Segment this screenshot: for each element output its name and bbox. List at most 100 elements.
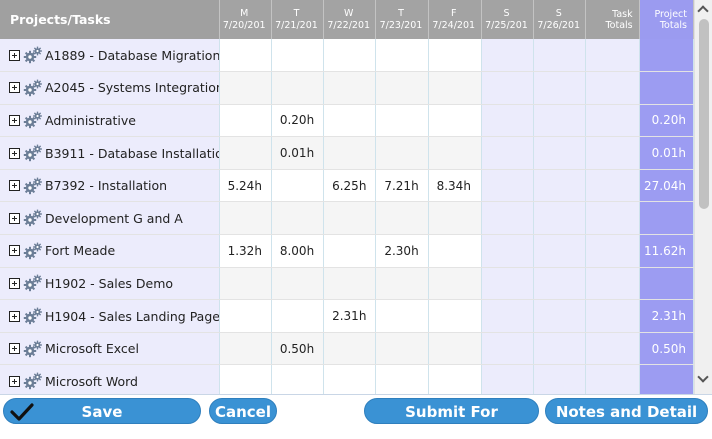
- hours-cell[interactable]: [323, 104, 377, 138]
- hours-cell[interactable]: [481, 364, 535, 394]
- expand-plus-icon[interactable]: [9, 212, 20, 224]
- hours-cell[interactable]: [481, 267, 535, 301]
- hours-cell[interactable]: [323, 364, 377, 394]
- hours-cell[interactable]: [481, 299, 535, 333]
- expand-plus-icon[interactable]: [9, 49, 20, 61]
- hours-cell[interactable]: [271, 267, 325, 301]
- hours-cell[interactable]: [271, 39, 325, 73]
- hours-cell[interactable]: [219, 364, 272, 394]
- hours-cell[interactable]: [323, 332, 377, 366]
- hours-cell[interactable]: [219, 267, 272, 301]
- hours-cell[interactable]: [323, 136, 377, 170]
- hours-cell[interactable]: [533, 136, 587, 170]
- expand-plus-icon[interactable]: [9, 180, 20, 192]
- expand-plus-icon[interactable]: [9, 114, 20, 126]
- hours-cell[interactable]: [219, 201, 272, 236]
- hours-cell[interactable]: [219, 136, 272, 170]
- hours-cell[interactable]: [375, 104, 429, 138]
- scroll-up-arrow-icon[interactable]: [695, 0, 712, 17]
- save-button[interactable]: Save: [3, 398, 201, 424]
- scroll-down-arrow-icon[interactable]: [695, 370, 712, 387]
- hours-cell[interactable]: [533, 364, 587, 394]
- hours-cell[interactable]: [323, 234, 377, 268]
- hours-cell[interactable]: [323, 201, 377, 236]
- hours-cell[interactable]: [323, 71, 377, 105]
- task-total-cell: [585, 201, 640, 236]
- hours-cell[interactable]: 2.30h: [375, 234, 429, 268]
- hours-cell[interactable]: [428, 332, 482, 366]
- hours-cell[interactable]: [481, 136, 535, 170]
- hours-cell[interactable]: [533, 201, 587, 236]
- cancel-button[interactable]: Cancel: [209, 398, 277, 424]
- hours-cell[interactable]: [481, 201, 535, 236]
- hours-cell[interactable]: [428, 267, 482, 301]
- hours-cell[interactable]: [428, 234, 482, 268]
- hours-cell[interactable]: [271, 71, 325, 105]
- hours-cell[interactable]: 0.20h: [271, 104, 325, 138]
- hours-cell[interactable]: [219, 104, 272, 138]
- hours-cell[interactable]: [219, 39, 272, 73]
- submit-for-approval-button[interactable]: Submit For Approval: [364, 398, 539, 439]
- hours-cell[interactable]: 0.50h: [271, 332, 325, 366]
- hours-cell[interactable]: [271, 364, 325, 394]
- hours-cell[interactable]: [271, 169, 325, 203]
- hours-cell[interactable]: [533, 267, 587, 301]
- hours-cell[interactable]: [219, 71, 272, 105]
- expand-plus-icon[interactable]: [9, 343, 20, 355]
- expand-plus-icon[interactable]: [9, 310, 20, 322]
- expand-plus-icon[interactable]: [9, 375, 20, 387]
- hours-cell[interactable]: [533, 299, 587, 333]
- projects-tasks-header[interactable]: Projects/Tasks: [0, 0, 220, 39]
- hours-cell[interactable]: [375, 39, 429, 73]
- hours-cell[interactable]: [375, 136, 429, 170]
- expand-plus-icon[interactable]: [9, 82, 20, 94]
- hours-cell[interactable]: [219, 332, 272, 366]
- hours-cell[interactable]: [428, 39, 482, 73]
- vertical-scrollbar[interactable]: [694, 0, 712, 394]
- hours-cell[interactable]: [533, 332, 587, 366]
- hours-cell[interactable]: [533, 104, 587, 138]
- hours-cell[interactable]: [428, 201, 482, 236]
- scrollbar-thumb[interactable]: [699, 19, 709, 209]
- hours-cell[interactable]: [375, 267, 429, 301]
- hours-cell[interactable]: [323, 267, 377, 301]
- hours-cell[interactable]: [481, 234, 535, 268]
- expand-plus-icon[interactable]: [9, 147, 20, 159]
- notes-and-detail-button[interactable]: Notes and Detail: [545, 398, 708, 424]
- hours-cell[interactable]: [533, 169, 587, 203]
- hours-cell[interactable]: 1.32h: [219, 234, 272, 268]
- hours-cell[interactable]: 8.00h: [271, 234, 325, 268]
- hours-cell[interactable]: [481, 39, 535, 73]
- task-totals-header: Task Totals: [585, 0, 640, 39]
- hours-cell[interactable]: [375, 299, 429, 333]
- hours-cell[interactable]: [271, 201, 325, 236]
- hours-cell[interactable]: [481, 332, 535, 366]
- hours-cell[interactable]: [428, 104, 482, 138]
- hours-cell[interactable]: [481, 169, 535, 203]
- project-name: Fort Meade: [45, 243, 116, 259]
- hours-cell[interactable]: [533, 39, 587, 73]
- hours-cell[interactable]: [481, 104, 535, 138]
- expand-plus-icon[interactable]: [9, 277, 20, 289]
- hours-cell[interactable]: [533, 234, 587, 268]
- hours-cell[interactable]: [533, 71, 587, 105]
- hours-cell[interactable]: [375, 201, 429, 236]
- hours-cell[interactable]: [375, 71, 429, 105]
- hours-cell[interactable]: [375, 364, 429, 394]
- hours-cell[interactable]: [375, 332, 429, 366]
- hours-cell[interactable]: [428, 299, 482, 333]
- hours-cell[interactable]: [428, 71, 482, 105]
- hours-cell[interactable]: 7.21h: [375, 169, 429, 203]
- hours-cell[interactable]: [428, 364, 482, 394]
- hours-cell[interactable]: 5.24h: [219, 169, 272, 203]
- hours-cell[interactable]: [481, 71, 535, 105]
- hours-cell[interactable]: 6.25h: [323, 169, 377, 203]
- hours-cell[interactable]: 0.01h: [271, 136, 325, 170]
- hours-cell[interactable]: [428, 136, 482, 170]
- hours-cell[interactable]: [323, 39, 377, 73]
- hours-cell[interactable]: 2.31h: [323, 299, 377, 333]
- hours-cell[interactable]: 8.34h: [428, 169, 482, 203]
- hours-cell[interactable]: [219, 299, 272, 333]
- expand-plus-icon[interactable]: [9, 245, 20, 257]
- hours-cell[interactable]: [271, 299, 325, 333]
